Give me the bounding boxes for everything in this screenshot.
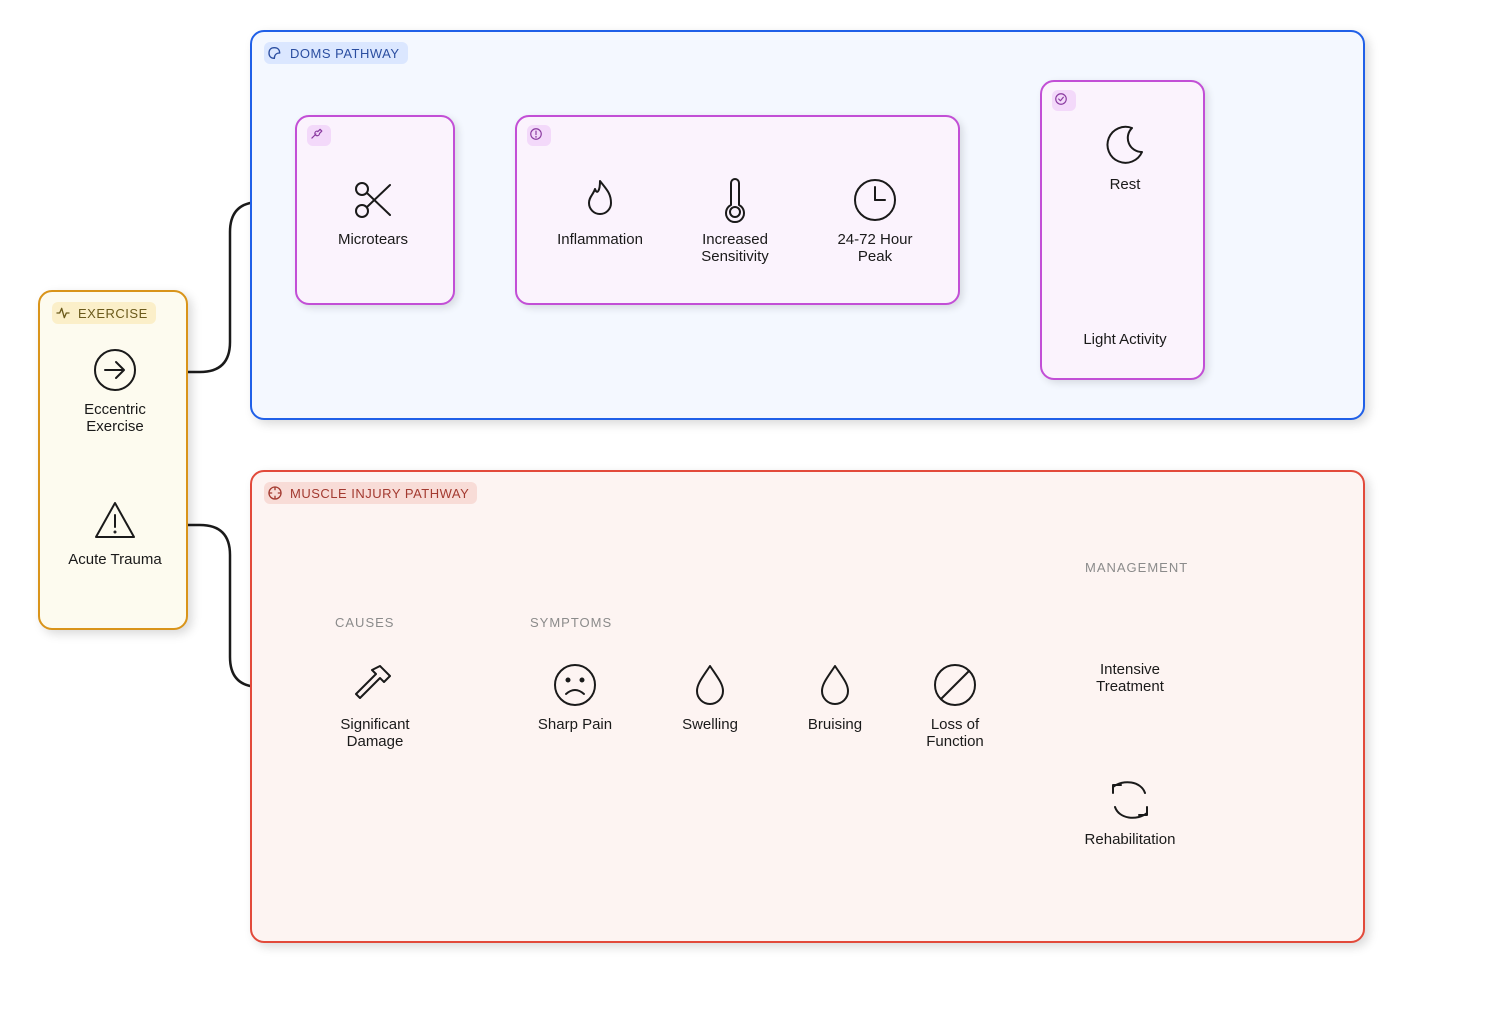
arrow-circle-icon [90, 345, 140, 395]
node-inflammation: Inflammation [545, 175, 655, 248]
frown-icon [550, 660, 600, 710]
sub-panel-microtears-label [307, 125, 331, 146]
cycle-icon [1105, 775, 1155, 825]
check-circle-icon [1054, 92, 1068, 109]
target-icon [266, 484, 284, 502]
blank-icon [1105, 605, 1155, 655]
node-eccentric-label: Eccentric Exercise [60, 401, 170, 436]
heading-symptoms: SYMPTOMS [530, 615, 612, 630]
flame-icon [575, 175, 625, 225]
drop-icon [685, 660, 735, 710]
node-rehab-label: Rehabilitation [1075, 831, 1185, 848]
ban-icon [930, 660, 980, 710]
node-microtears: Microtears [318, 175, 428, 248]
wrench-icon [309, 127, 323, 144]
heading-management: MANAGEMENT [1085, 560, 1188, 575]
node-lossfunc-label: Loss of Function [900, 716, 1010, 751]
heading-causes: CAUSES [335, 615, 394, 630]
node-microtears-label: Microtears [318, 231, 428, 248]
leaf-icon [266, 44, 284, 62]
node-rehab: Rehabilitation [1075, 775, 1185, 848]
pulse-icon [54, 304, 72, 322]
diagram-canvas: EXERCISE DOMS PATHWAY MUSCLE INJURY PATH… [0, 0, 1500, 1026]
node-bruising: Bruising [780, 660, 890, 733]
node-trauma-label: Acute Trauma [60, 551, 170, 568]
node-peak-label: 24-72 Hour Peak [820, 231, 930, 266]
panel-injury-label: MUSCLE INJURY PATHWAY [264, 482, 477, 504]
node-eccentric: Eccentric Exercise [60, 345, 170, 436]
drop-icon [810, 660, 860, 710]
sub-panel-doms-symptoms-label [527, 125, 551, 146]
alert-circle-icon [529, 127, 543, 144]
node-trauma: Acute Trauma [60, 495, 170, 568]
node-sigdamage-label: Significant Damage [320, 716, 430, 751]
panel-injury-label-text: MUSCLE INJURY PATHWAY [290, 486, 469, 501]
panel-exercise: EXERCISE [38, 290, 188, 630]
moon-icon [1100, 120, 1150, 170]
node-sensitivity: Increased Sensitivity [680, 175, 790, 266]
clock-icon [850, 175, 900, 225]
node-intensive: Intensive Treatment [1075, 605, 1185, 696]
node-rest-label: Rest [1070, 176, 1180, 193]
node-swelling: Swelling [655, 660, 765, 733]
node-lightact-label: Light Activity [1070, 331, 1180, 348]
warning-icon [90, 495, 140, 545]
panel-doms-label: DOMS PATHWAY [264, 42, 408, 64]
node-lightact: Light Activity [1070, 275, 1180, 348]
node-swelling-label: Swelling [655, 716, 765, 733]
node-sensitivity-label: Increased Sensitivity [680, 231, 790, 266]
node-inflammation-label: Inflammation [545, 231, 655, 248]
blank-icon [1100, 275, 1150, 325]
node-sharppain: Sharp Pain [520, 660, 630, 733]
hammer-icon [350, 660, 400, 710]
node-intensive-label: Intensive Treatment [1075, 661, 1185, 696]
panel-exercise-label-text: EXERCISE [78, 306, 148, 321]
panel-exercise-label: EXERCISE [52, 302, 156, 324]
node-rest: Rest [1070, 120, 1180, 193]
node-bruising-label: Bruising [780, 716, 890, 733]
sub-panel-recovery-label [1052, 90, 1076, 111]
node-peak: 24-72 Hour Peak [820, 175, 930, 266]
node-lossfunc: Loss of Function [900, 660, 1010, 751]
scissors-icon [348, 175, 398, 225]
node-sigdamage: Significant Damage [320, 660, 430, 751]
panel-doms-label-text: DOMS PATHWAY [290, 46, 400, 61]
thermometer-icon [710, 175, 760, 225]
node-sharppain-label: Sharp Pain [520, 716, 630, 733]
